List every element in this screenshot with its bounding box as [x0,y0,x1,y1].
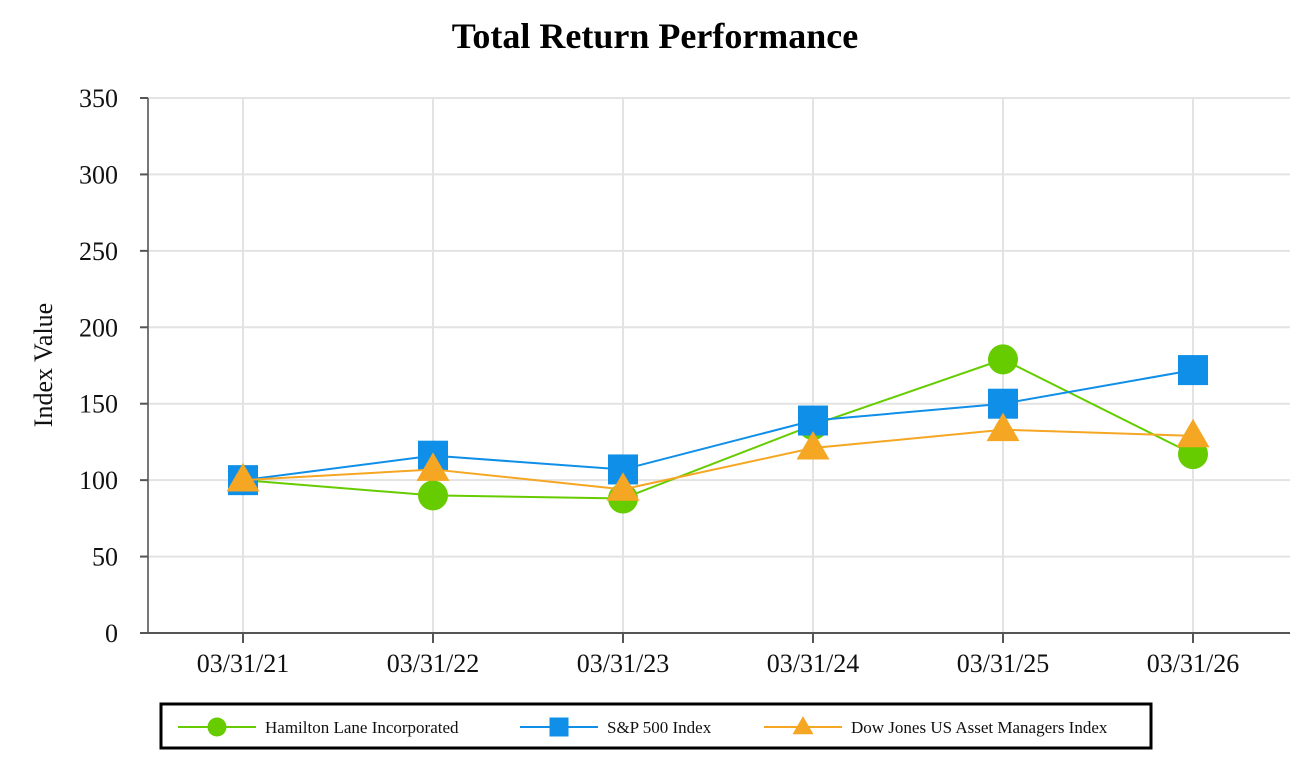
y-tick-label: 250 [79,237,118,266]
series-line [242,358,1194,500]
y-tick-label: 0 [105,619,118,648]
data-point-marker [796,430,830,460]
y-tick-label: 50 [92,543,118,572]
legend: Hamilton Lane Incorporated S&P 500 Index D… [159,702,1153,750]
legend-item: S&P 500 Index [520,717,712,737]
chart-title: Total Return Performance [452,16,859,56]
data-point-marker [416,452,450,481]
data-point-marker [798,405,828,436]
legend-marker-circle [207,717,227,737]
x-tick-label: 03/31/21 [197,649,289,678]
legend-marker-triangle [792,716,814,735]
series-line [242,428,1194,491]
x-tick-label: 03/31/23 [577,649,669,678]
x-tick-label: 03/31/22 [387,649,479,678]
axes [147,98,1290,634]
series-square [228,355,1208,496]
data-point-marker [226,463,260,492]
data-point-marker [1178,355,1208,386]
legend-item: Hamilton Lane Incorporated [178,717,459,737]
series-line [242,369,1194,482]
y-tick-label: 200 [79,313,118,342]
data-point-marker [418,480,448,511]
data-point-marker [988,344,1018,375]
legend-label: Dow Jones US Asset Managers Index [851,718,1108,737]
data-point-marker [1176,418,1210,448]
series-circle [228,344,1208,514]
y-tick-label: 150 [79,390,118,419]
y-tick-label: 350 [79,84,118,113]
legend-marker-square [549,717,569,737]
data-point-marker [986,412,1020,442]
legend-label: S&P 500 Index [607,718,712,737]
legend-label: Hamilton Lane Incorporated [265,718,459,737]
series-triangle [226,412,1210,501]
x-axis-ticks: 03/31/21 03/31/22 03/31/23 03/31/24 03/31/25… [197,633,1239,678]
y-tick-label: 300 [79,160,118,189]
x-tick-label: 03/31/26 [1147,649,1239,678]
x-tick-label: 03/31/25 [957,649,1049,678]
legend-item: Dow Jones US Asset Managers Index [764,716,1108,737]
y-axis-label: Index Value [29,303,58,427]
legend-box [159,702,1153,750]
grid-lines [148,97,1290,633]
series-layer [226,344,1210,514]
data-point-marker [606,472,640,501]
x-tick-label: 03/31/24 [767,649,859,678]
y-tick-label: 100 [79,466,118,495]
y-axis-ticks: 0 50 100 150 200 250 300 350 [79,84,148,648]
